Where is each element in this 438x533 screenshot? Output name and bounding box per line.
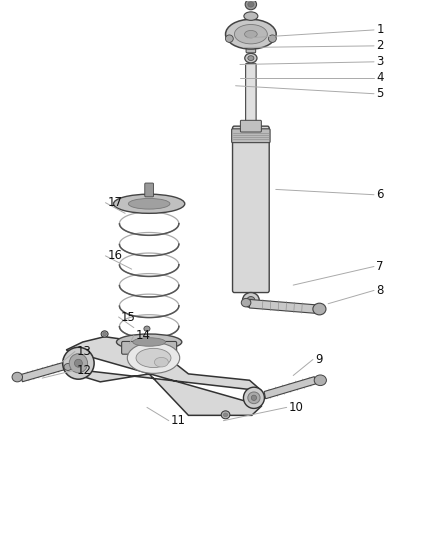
- Ellipse shape: [128, 198, 170, 209]
- Ellipse shape: [154, 358, 168, 367]
- Text: 3: 3: [376, 55, 384, 68]
- Text: 6: 6: [376, 188, 384, 201]
- Text: 7: 7: [376, 260, 384, 273]
- Ellipse shape: [226, 35, 233, 42]
- Polygon shape: [66, 337, 262, 415]
- FancyBboxPatch shape: [232, 129, 270, 143]
- Ellipse shape: [248, 392, 260, 403]
- Text: 10: 10: [289, 401, 304, 414]
- Ellipse shape: [244, 387, 265, 408]
- Ellipse shape: [63, 348, 94, 379]
- Ellipse shape: [223, 413, 228, 417]
- Ellipse shape: [313, 303, 326, 315]
- Polygon shape: [21, 362, 65, 382]
- Text: 1: 1: [376, 23, 384, 36]
- Text: 2: 2: [376, 39, 384, 52]
- Ellipse shape: [244, 12, 258, 20]
- Ellipse shape: [268, 35, 276, 42]
- Text: 5: 5: [376, 87, 384, 100]
- FancyBboxPatch shape: [233, 126, 269, 293]
- Ellipse shape: [245, 53, 257, 63]
- Ellipse shape: [144, 326, 150, 332]
- Text: 13: 13: [77, 345, 92, 358]
- Ellipse shape: [113, 194, 185, 213]
- Ellipse shape: [221, 411, 230, 419]
- Text: 9: 9: [315, 353, 322, 366]
- Text: 16: 16: [108, 249, 123, 262]
- FancyBboxPatch shape: [122, 342, 177, 354]
- Ellipse shape: [136, 349, 171, 368]
- Polygon shape: [249, 300, 315, 313]
- Text: 14: 14: [136, 329, 151, 342]
- Ellipse shape: [74, 359, 82, 367]
- Ellipse shape: [12, 372, 22, 382]
- Ellipse shape: [127, 343, 180, 373]
- Text: 8: 8: [376, 284, 384, 297]
- Ellipse shape: [147, 353, 151, 357]
- Ellipse shape: [64, 364, 72, 370]
- Ellipse shape: [103, 333, 106, 336]
- Ellipse shape: [243, 293, 259, 308]
- Ellipse shape: [241, 298, 251, 307]
- Ellipse shape: [117, 334, 182, 350]
- FancyBboxPatch shape: [246, 41, 256, 53]
- Ellipse shape: [244, 30, 257, 38]
- Ellipse shape: [248, 2, 254, 7]
- Ellipse shape: [133, 338, 166, 346]
- FancyBboxPatch shape: [246, 63, 256, 130]
- Text: 12: 12: [77, 364, 92, 377]
- Ellipse shape: [101, 331, 108, 337]
- FancyBboxPatch shape: [240, 120, 261, 132]
- Text: 15: 15: [121, 311, 136, 324]
- Text: 4: 4: [376, 71, 384, 84]
- Ellipse shape: [226, 19, 276, 49]
- Text: 17: 17: [108, 196, 123, 209]
- Ellipse shape: [314, 375, 326, 385]
- Ellipse shape: [251, 395, 257, 400]
- Polygon shape: [264, 377, 316, 399]
- Ellipse shape: [247, 296, 255, 303]
- Text: 11: 11: [171, 414, 186, 427]
- Ellipse shape: [248, 56, 254, 61]
- Ellipse shape: [245, 0, 257, 10]
- FancyBboxPatch shape: [145, 183, 153, 197]
- Ellipse shape: [234, 25, 267, 44]
- Ellipse shape: [69, 354, 88, 373]
